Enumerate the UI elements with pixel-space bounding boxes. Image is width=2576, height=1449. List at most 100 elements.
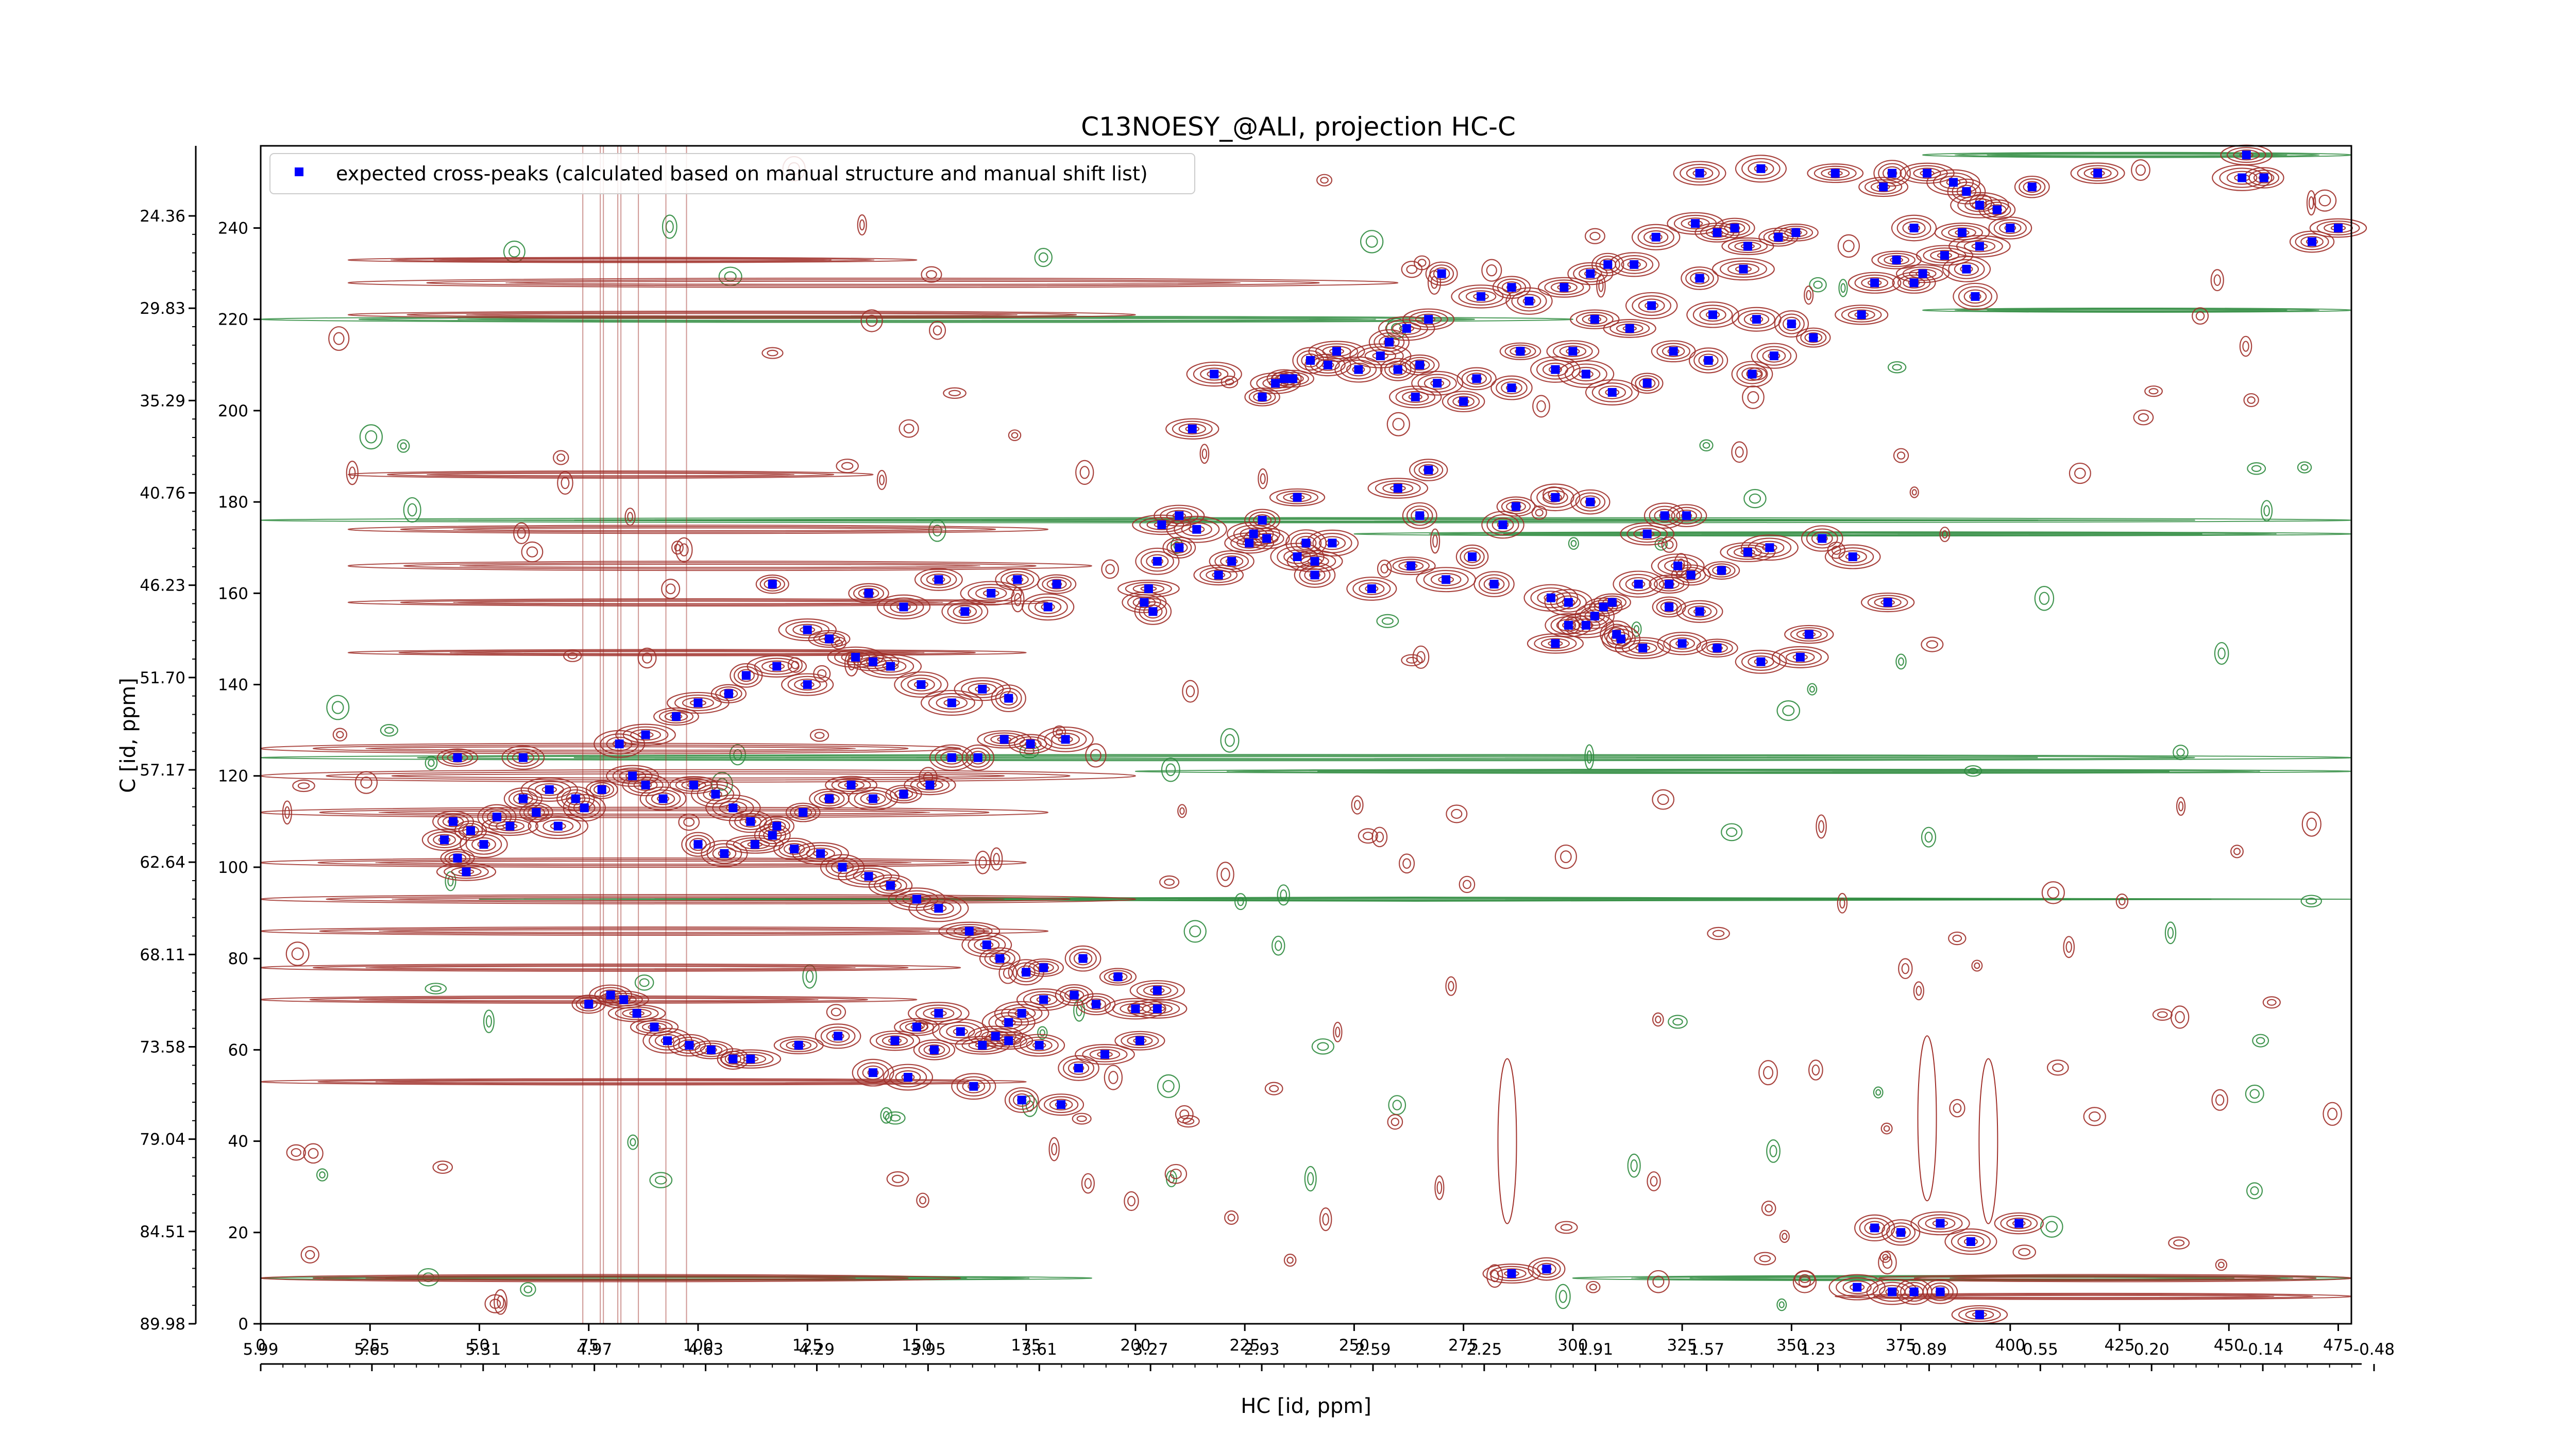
expected-cross-peak — [619, 995, 629, 1004]
contour-blob — [853, 870, 885, 883]
expected-cross-peak — [1752, 315, 1761, 324]
contour-blob — [1121, 1033, 1159, 1049]
contour-blob — [913, 1039, 956, 1060]
contour-blob — [503, 787, 543, 810]
contour-blob — [1673, 214, 1717, 232]
expected-cross-peak — [816, 849, 825, 858]
contour-blob — [1164, 1164, 1188, 1184]
contour-blob — [1574, 603, 1615, 629]
contour-blob — [2041, 881, 2065, 904]
contour-blob — [2247, 396, 2256, 404]
contour-blob — [1842, 1280, 1872, 1294]
contour-blob — [1264, 1082, 1283, 1096]
contour-blob — [734, 813, 767, 831]
contour-blob — [1964, 765, 1982, 777]
contour-blob — [1490, 375, 1533, 400]
expected-cross-peak — [2242, 150, 2251, 160]
expected-cross-peak — [1586, 269, 1595, 278]
contour-blob — [990, 1034, 1027, 1048]
contour-blob — [1016, 988, 1071, 1011]
contour-blob — [916, 898, 962, 919]
contour-blob — [2115, 894, 2129, 909]
contour-blob — [1081, 1173, 1095, 1194]
contour-blob — [2300, 464, 2309, 471]
contour-blob — [1364, 349, 1396, 363]
contour-blob — [627, 512, 633, 522]
contour-blob — [1778, 1301, 1785, 1308]
contour-blob — [1029, 993, 1058, 1006]
contour-blob — [2195, 311, 2205, 321]
contour-blob — [885, 1111, 906, 1125]
contour-blob — [673, 1036, 706, 1054]
contour-blob — [1831, 545, 1841, 555]
contour-blob — [1114, 1031, 1165, 1051]
contour-blob — [2157, 1011, 2168, 1018]
y-index-tick-label: 140 — [218, 676, 248, 695]
contour-blob — [860, 309, 883, 332]
contour-blob — [941, 599, 989, 624]
contour-blob — [1661, 536, 1677, 553]
contour-blob — [1965, 1309, 1994, 1320]
contour-blob — [719, 688, 738, 699]
y-ppm-tick-label: 68.11 — [140, 946, 185, 964]
expected-cross-peak — [1971, 292, 1980, 301]
contour-blob — [571, 995, 606, 1014]
contour-blob — [460, 831, 508, 858]
contour-blob — [1801, 525, 1843, 552]
expected-cross-peak — [1809, 333, 1818, 342]
expected-cross-peak — [1682, 511, 1691, 520]
contour-blob — [444, 851, 471, 865]
y-index-tick-label: 160 — [218, 584, 248, 603]
expected-cross-peak — [834, 1032, 843, 1041]
contour-blob — [899, 419, 919, 438]
contour-blob — [876, 469, 887, 490]
expected-cross-peak — [1581, 620, 1590, 630]
contour-blob — [1584, 228, 1605, 244]
contour-streak — [426, 279, 1320, 287]
contour-blob — [946, 923, 993, 939]
contour-blob — [2217, 647, 2226, 660]
contour-blob — [1694, 223, 1740, 243]
contour-blob — [1600, 620, 1634, 649]
contour-blob — [928, 693, 975, 713]
expected-cross-peak — [1459, 397, 1468, 406]
expected-cross-peak — [693, 840, 703, 849]
contour-blob — [2167, 926, 2174, 939]
contour-blob — [978, 856, 987, 869]
contour-blob — [1650, 1176, 1658, 1187]
expected-cross-peak — [1892, 256, 1901, 265]
contour-blob — [1883, 1125, 1890, 1132]
contour-blob — [1104, 970, 1132, 984]
expected-cross-peak — [1769, 351, 1778, 361]
contour-streak — [1226, 769, 2261, 773]
expected-cross-peak — [2006, 223, 2015, 232]
contour-blob — [1900, 162, 1955, 184]
y-index-tick-label: 40 — [228, 1133, 248, 1151]
contour-blob — [1043, 1096, 1079, 1114]
contour-blob — [1182, 680, 1199, 703]
contour-blob — [567, 652, 578, 660]
contour-blob — [1365, 235, 1378, 248]
contour-blob — [465, 834, 502, 855]
contour-blob — [1048, 1137, 1060, 1161]
contour-blob — [528, 813, 589, 839]
expected-cross-peak — [1695, 169, 1704, 178]
contour-blob — [1166, 539, 1192, 556]
contour-blob — [1963, 289, 1987, 304]
expected-cross-peak — [518, 753, 528, 762]
expected-cross-peak — [869, 657, 878, 666]
contour-blob — [1586, 750, 1592, 764]
contour-blob — [1395, 388, 1435, 406]
expected-cross-peak — [1581, 369, 1590, 379]
contour-blob — [995, 568, 1040, 591]
contour-blob — [594, 987, 627, 1003]
expected-cross-peak — [1175, 511, 1184, 520]
expected-cross-peak — [869, 794, 878, 803]
expected-cross-peak — [1144, 584, 1153, 593]
contour-blob — [1053, 725, 1066, 739]
contour-blob — [1782, 316, 1801, 331]
contour-blob — [1647, 1171, 1661, 1191]
contour-blob — [1947, 178, 1986, 205]
contour-blob — [1402, 391, 1429, 403]
